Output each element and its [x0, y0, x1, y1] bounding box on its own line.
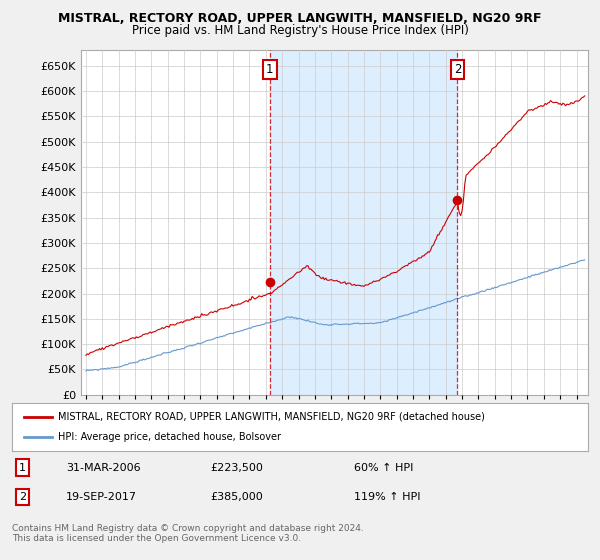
Text: Price paid vs. HM Land Registry's House Price Index (HPI): Price paid vs. HM Land Registry's House … — [131, 24, 469, 36]
Text: £385,000: £385,000 — [210, 492, 263, 502]
Text: 1: 1 — [19, 463, 26, 473]
Text: 60% ↑ HPI: 60% ↑ HPI — [354, 463, 413, 473]
Text: 2: 2 — [19, 492, 26, 502]
Text: 19-SEP-2017: 19-SEP-2017 — [66, 492, 137, 502]
Text: Contains HM Land Registry data © Crown copyright and database right 2024.
This d: Contains HM Land Registry data © Crown c… — [12, 524, 364, 543]
Text: MISTRAL, RECTORY ROAD, UPPER LANGWITH, MANSFIELD, NG20 9RF (detached house): MISTRAL, RECTORY ROAD, UPPER LANGWITH, M… — [58, 412, 485, 422]
Text: 1: 1 — [266, 63, 274, 76]
Text: HPI: Average price, detached house, Bolsover: HPI: Average price, detached house, Bols… — [58, 432, 281, 442]
Text: 31-MAR-2006: 31-MAR-2006 — [66, 463, 140, 473]
Text: 2: 2 — [454, 63, 461, 76]
Bar — [270, 50, 457, 395]
Text: £223,500: £223,500 — [210, 463, 263, 473]
Text: MISTRAL, RECTORY ROAD, UPPER LANGWITH, MANSFIELD, NG20 9RF: MISTRAL, RECTORY ROAD, UPPER LANGWITH, M… — [58, 12, 542, 25]
Text: 119% ↑ HPI: 119% ↑ HPI — [354, 492, 421, 502]
